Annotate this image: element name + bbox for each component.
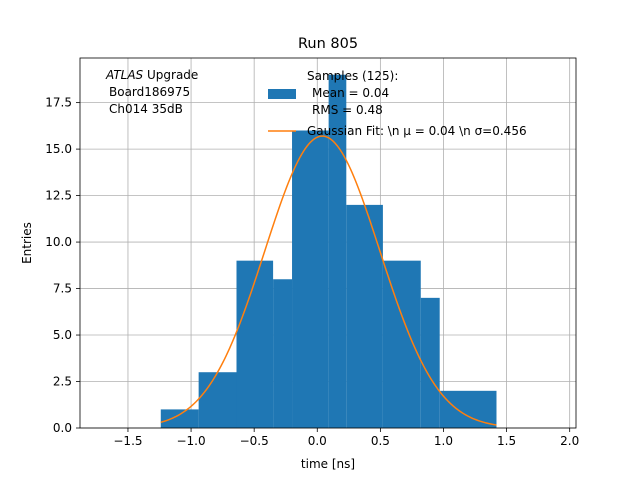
x-axis-label: time [ns] (301, 457, 355, 471)
annotation-upgrade-word: Upgrade (143, 68, 198, 82)
annotation-atlas-word: ATLAS (105, 68, 144, 82)
legend-histogram-label-line-3: RMS = 0.48 (312, 103, 383, 117)
x-axis-ticks: −1.5 −1.0 −0.5 0.0 0.5 1.0 1.5 2.0 (113, 428, 579, 448)
histogram-bar (382, 260, 421, 428)
y-tick-label: 5.0 (53, 328, 72, 342)
y-tick-label: 0.0 (53, 421, 72, 435)
plot-frame (79, 57, 577, 429)
x-tick-label: 0.5 (371, 434, 390, 448)
y-tick-label: 12.5 (45, 189, 72, 203)
legend-histogram-label-line-2: Mean = 0.04 (312, 86, 389, 100)
x-tick-label: −1.5 (113, 434, 142, 448)
y-axis-ticks: 0.0 2.5 5.0 7.5 10.0 12.5 15.0 17.5 (45, 96, 80, 435)
histogram-bar (328, 74, 347, 428)
x-tick-label: 0.0 (308, 434, 327, 448)
x-tick-label: −1.0 (176, 434, 205, 448)
annotation-line-2: Board186975 (109, 85, 190, 99)
y-tick-label: 2.5 (53, 375, 72, 389)
histogram-bar (236, 260, 274, 428)
y-tick-label: 10.0 (45, 235, 72, 249)
atlas-annotation: ATLAS Upgrade Board186975 Ch014 35dB (105, 68, 198, 116)
legend: Samples (125): Mean = 0.04 RMS = 0.48 Ga… (268, 69, 527, 138)
histogram-bar (198, 372, 237, 428)
histogram-bars (160, 74, 497, 428)
histogram-bar (273, 279, 293, 428)
y-axis-label: Entries (20, 222, 34, 264)
y-tick-label: 17.5 (45, 96, 72, 110)
legend-histogram-swatch (268, 89, 296, 99)
histogram-bar (160, 409, 199, 428)
x-tick-label: −0.5 (240, 434, 269, 448)
annotation-line-1: ATLAS Upgrade (105, 68, 198, 82)
annotation-line-3: Ch014 35dB (109, 102, 183, 116)
x-tick-label: 1.5 (497, 434, 516, 448)
x-tick-label: 2.0 (560, 434, 579, 448)
histogram-bar (420, 297, 440, 428)
legend-histogram-label-line-1: Samples (125): (307, 69, 398, 83)
gaussian-fit-line (160, 135, 497, 426)
legend-fit-label: Gaussian Fit: \n μ = 0.04 \n σ=0.456 (307, 124, 527, 138)
y-tick-label: 7.5 (53, 282, 72, 296)
chart-title: Run 805 (298, 36, 358, 52)
histogram-bar (346, 204, 383, 428)
y-tick-label: 15.0 (45, 142, 72, 156)
histogram-bar (292, 130, 329, 428)
x-tick-label: 1.0 (434, 434, 453, 448)
histogram-bar (439, 390, 497, 428)
